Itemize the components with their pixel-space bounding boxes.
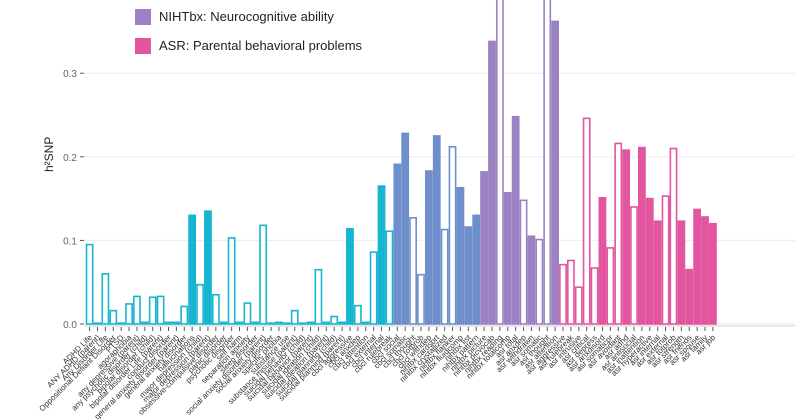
bar-0-37 — [377, 185, 386, 325]
bar-1-10 — [472, 214, 481, 325]
bar-3-6 — [606, 247, 615, 325]
chart-legend: NIHTbx: Neurocognitive ability ASR: Pare… — [135, 2, 362, 60]
legend-item-nihtbx: NIHTbx: Neurocognitive ability — [135, 2, 362, 31]
bar-0-23 — [267, 322, 275, 325]
bar-3-9 — [630, 206, 638, 325]
bar-0-13 — [188, 214, 197, 325]
bar-3-11 — [645, 197, 654, 325]
bar-2-2 — [495, 0, 504, 325]
bar-0-5 — [125, 303, 133, 325]
bar-3-18 — [701, 216, 709, 325]
bar-3-12 — [653, 220, 662, 325]
bar-0-29 — [314, 268, 323, 325]
bar-0-17 — [219, 321, 228, 325]
bar-2-5 — [519, 199, 528, 325]
bar-0-32 — [338, 321, 346, 325]
bar-0-21 — [251, 321, 260, 325]
bar-0-19 — [235, 321, 244, 325]
y-tick-label: 0.0 — [63, 320, 77, 331]
bar-0-38 — [385, 230, 394, 325]
legend-label-nihtbx: NIHTbx: Neurocognitive ability — [159, 9, 334, 24]
bar-3-16 — [685, 268, 694, 325]
bar-0-24 — [275, 321, 283, 325]
bar-1-8 — [456, 186, 465, 325]
bar-2-6 — [527, 235, 536, 325]
bar-1-7 — [448, 145, 457, 325]
bars-group — [85, 0, 717, 325]
bar-1-1 — [401, 132, 410, 325]
bar-3-5 — [598, 196, 607, 325]
bar-0-16 — [211, 293, 220, 325]
bar-3-19 — [709, 222, 717, 325]
bar-0-30 — [322, 321, 331, 325]
bar-2-8 — [543, 0, 552, 325]
bar-1-2 — [409, 217, 417, 325]
bar-0-20 — [243, 302, 252, 325]
bar-0-14 — [196, 283, 204, 325]
bar-3-2 — [574, 286, 583, 325]
legend-swatch-asr — [135, 37, 151, 54]
bar-0-18 — [227, 237, 236, 325]
bar-2-9 — [551, 20, 560, 325]
legend-swatch-nihtbx — [135, 8, 151, 25]
bar-0-9 — [156, 295, 165, 325]
bar-0-7 — [140, 321, 149, 325]
bar-0-12 — [180, 305, 189, 325]
bar-2-3 — [503, 191, 512, 325]
bar-2-4 — [511, 115, 520, 325]
bar-3-8 — [622, 149, 631, 325]
bar-0-11 — [172, 321, 181, 325]
bar-0-27 — [298, 322, 307, 325]
bar-0-33 — [346, 227, 354, 325]
bar-0-22 — [259, 224, 268, 325]
bar-1-6 — [440, 228, 449, 325]
bar-0-34 — [353, 304, 362, 325]
bar-3-17 — [693, 208, 702, 325]
bar-0-25 — [282, 322, 291, 325]
bar-3-1 — [566, 259, 575, 325]
bar-2-0 — [480, 171, 488, 325]
y-axis-ticks: 0.0 0.1 0.2 0.3 — [63, 69, 84, 331]
bar-0-4 — [117, 322, 126, 325]
bar-1-5 — [432, 135, 441, 325]
bar-3-14 — [669, 147, 678, 325]
y-tick-label: 0.1 — [63, 236, 77, 247]
bar-0-3 — [109, 309, 118, 325]
bar-0-8 — [148, 296, 157, 325]
legend-label-asr: ASR: Parental behavioral problems — [159, 38, 363, 53]
bar-3-10 — [637, 146, 646, 325]
bar-3-15 — [677, 220, 686, 325]
y-tick-label: 0.3 — [63, 69, 77, 80]
bar-3-4 — [590, 267, 599, 325]
bar-0-28 — [306, 321, 315, 325]
bar-0-0 — [85, 243, 94, 325]
bar-0-26 — [290, 309, 299, 325]
bar-0-2 — [101, 273, 110, 325]
bar-0-36 — [369, 251, 378, 325]
bar-0-15 — [204, 210, 212, 325]
bar-1-4 — [424, 170, 433, 325]
bar-1-9 — [464, 226, 473, 325]
bar-0-35 — [361, 321, 370, 325]
bar-3-7 — [614, 142, 623, 325]
y-tick-label: 0.2 — [63, 153, 77, 164]
bar-3-3 — [582, 117, 591, 325]
bar-1-3 — [417, 273, 425, 325]
bar-3-0 — [559, 263, 567, 325]
bar-0-31 — [330, 315, 339, 325]
bar-2-7 — [535, 238, 544, 325]
bar-2-1 — [488, 40, 496, 325]
bar-0-1 — [93, 322, 102, 325]
bar-1-0 — [393, 163, 402, 325]
legend-item-asr: ASR: Parental behavioral problems — [135, 31, 362, 60]
bar-0-6 — [133, 295, 141, 325]
bar-0-10 — [164, 321, 173, 325]
y-axis-label: h²SNP — [42, 136, 56, 172]
bar-3-13 — [661, 195, 670, 325]
